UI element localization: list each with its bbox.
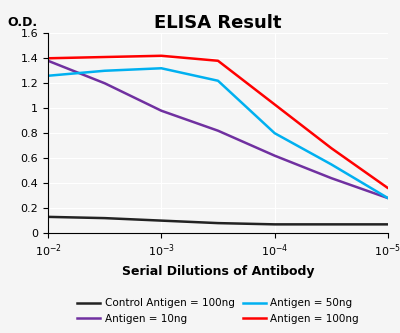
Legend: Control Antigen = 100ng, Antigen = 10ng, Antigen = 50ng, Antigen = 100ng: Control Antigen = 100ng, Antigen = 10ng,… [73, 294, 363, 328]
Title: ELISA Result: ELISA Result [154, 14, 282, 32]
Text: O.D.: O.D. [7, 16, 37, 29]
X-axis label: Serial Dilutions of Antibody: Serial Dilutions of Antibody [122, 265, 314, 278]
